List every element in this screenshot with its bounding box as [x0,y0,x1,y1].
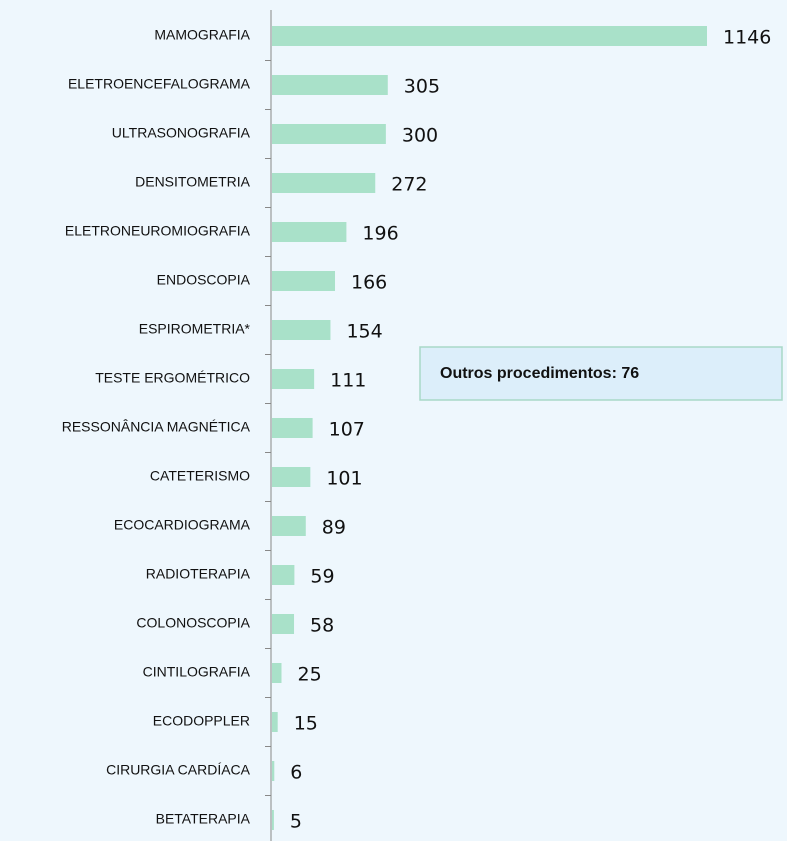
value-label: 58 [310,615,334,637]
value-label: 89 [322,517,346,539]
category-label: ELETRONEUROMIOGRAFIA [65,223,251,239]
value-label: 111 [330,370,366,392]
category-label: DENSITOMETRIA [135,174,251,190]
value-label: 305 [404,76,440,98]
category-label: ECODOPPLER [153,713,250,729]
value-label: 154 [346,321,382,343]
bar [272,516,306,536]
category-label: TESTE ERGOMÉTRICO [95,370,250,386]
bar [272,75,388,95]
category-label: CINTILOGRAFIA [143,664,251,680]
bar [272,222,347,242]
bar [272,271,336,291]
bar [272,173,376,193]
bar [272,614,295,634]
category-label: RADIOTERAPIA [146,566,251,582]
bar [272,712,278,732]
value-label: 59 [310,566,334,588]
category-label: ENDOSCOPIA [157,272,251,288]
value-label: 196 [362,223,398,245]
category-label: COLONOSCOPIA [136,615,250,631]
bar [272,369,315,389]
value-label: 166 [351,272,387,294]
category-label: CIRURGIA CARDÍACA [106,762,251,778]
value-label: 25 [297,664,321,686]
bar [272,26,707,46]
bar [272,761,275,781]
value-label: 107 [329,419,365,441]
value-label: 5 [290,811,302,833]
category-label: RESSONÂNCIA MAGNÉTICA [62,419,251,435]
category-label: ESPIROMETRIA* [139,321,251,337]
value-label: 15 [294,713,318,735]
category-label: BETATERAPIA [156,811,251,827]
value-label: 300 [402,125,438,147]
bar [272,565,295,585]
bar [272,124,386,144]
bar [272,663,282,683]
category-label: MAMOGRAFIA [154,27,250,43]
annotation-box [419,346,783,401]
value-label: 6 [290,762,302,784]
value-label: 1146 [723,27,771,49]
bar [272,418,313,438]
category-label: CATETERISMO [150,468,250,484]
category-label: ULTRASONOGRAFIA [112,125,251,141]
bar [272,320,331,340]
bar [272,810,274,830]
category-label: ELETROENCEFALOGRAMA [68,76,251,92]
value-label: 272 [391,174,427,196]
annotation: Outros procedimentos: 76 [440,365,639,382]
category-label: ECOCARDIOGRAMA [114,517,251,533]
bar [272,467,311,487]
value-label: 101 [326,468,362,490]
